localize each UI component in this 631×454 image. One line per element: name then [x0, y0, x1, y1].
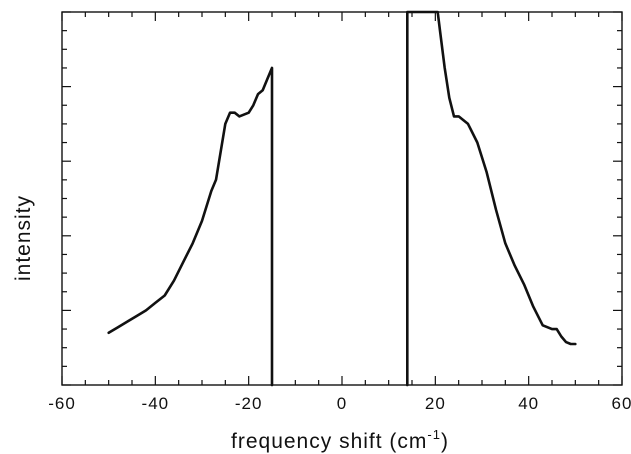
x-axis-tick-labels: -60 -40 -20 0 20 40 60: [48, 394, 631, 413]
y-axis-ticks: [62, 11, 622, 386]
x-tick-label: 60: [612, 394, 631, 413]
x-tick-label: 40: [518, 394, 539, 413]
series-lines: [107, 10, 577, 387]
series-line-stokes: [406, 10, 577, 387]
x-tick-label: 0: [337, 394, 347, 413]
x-axis-label-superscript: -1: [427, 427, 441, 442]
plot-area: [61, 11, 623, 386]
x-axis-ticks: [61, 12, 623, 385]
x-tick-label: -20: [235, 394, 263, 413]
y-axis-label: intensity: [12, 195, 35, 281]
x-tick-label: -40: [142, 394, 170, 413]
x-axis-label: frequency shift (cm-1): [231, 427, 449, 453]
x-tick-label: 20: [425, 394, 446, 413]
x-axis-label-suffix: ): [441, 430, 449, 453]
series-line-anti-stokes: [107, 66, 274, 387]
x-tick-label: -60: [48, 394, 76, 413]
x-axis-label-main: frequency shift (cm: [231, 430, 427, 453]
plot-frame: [61, 11, 623, 386]
